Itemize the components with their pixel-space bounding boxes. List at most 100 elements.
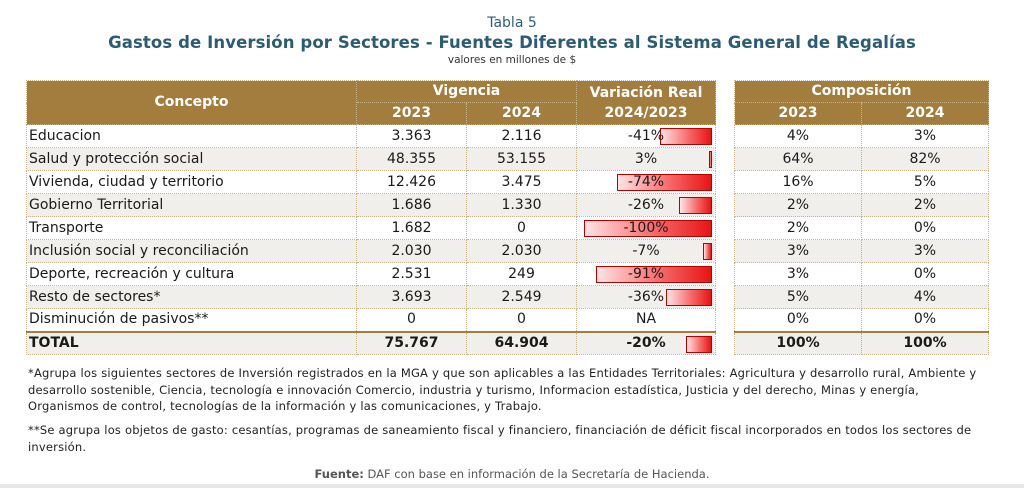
row-value-2024: 3.475: [465, 170, 578, 194]
variation-bar: [686, 335, 713, 353]
row-concepto: Educacion: [26, 124, 357, 148]
table-row: Inclusión social y reconciliación 2.030 2.…: [26, 239, 717, 263]
row-comp-2024: 3%: [861, 239, 989, 263]
table-title: Gastos de Inversión por Sectores - Fuent…: [108, 33, 916, 52]
row-variacion-text: -100%: [623, 219, 669, 236]
row-variacion-text: -36%: [627, 288, 665, 305]
investment-table-body: Educacion 3.363 2.116 -41% Salud y protecció…: [26, 124, 717, 355]
row-comp-2024: 0%: [861, 216, 989, 240]
row-variacion-text: -26%: [627, 196, 665, 213]
row-concepto: TOTAL: [26, 330, 357, 355]
header-vigencia: Vigencia: [355, 80, 578, 103]
table-units: valores en millones de $: [447, 54, 577, 66]
row-variacion-text: -74%: [627, 173, 665, 190]
composition-row: 16% 5%: [734, 170, 989, 194]
row-value-2023: 1.686: [356, 193, 467, 217]
source-line: Fuente: DAF con base en información de l…: [0, 467, 1024, 481]
row-concepto: Deporte, recreación y cultura: [26, 262, 357, 286]
row-comp-2023: 3%: [734, 262, 862, 286]
table-caption: Tabla 5 Gastos de Inversión por Sectores…: [0, 14, 1024, 67]
row-concepto: Gobierno Territorial: [26, 193, 357, 217]
row-concepto: Inclusión social y reconciliación: [26, 239, 357, 263]
row-value-2024: 2.116: [465, 124, 578, 148]
composition-row: 2% 2%: [734, 193, 989, 217]
row-variacion: -41%: [576, 124, 717, 148]
table-row: Deporte, recreación y cultura 2.531 249 -91…: [26, 262, 717, 286]
row-comp-2023: 3%: [734, 239, 862, 263]
row-value-2024: 2.030: [465, 239, 578, 263]
row-comp-2023: 2%: [734, 193, 862, 217]
composition-table: Composición 2023 2024 4% 3% 64% 82% 16% 5% 2% 2…: [734, 80, 989, 355]
row-comp-2024: 0%: [861, 262, 989, 286]
row-concepto: Vivienda, ciudad y territorio: [26, 170, 357, 194]
header-composicion: Composición: [734, 80, 989, 103]
row-variacion-text: 3%: [634, 150, 658, 167]
source-label: Fuente:: [314, 467, 364, 481]
row-comp-2024: 3%: [861, 124, 989, 148]
composition-row: 5% 4%: [734, 285, 989, 309]
table-row: Gobierno Territorial 1.686 1.330 -26%: [26, 193, 717, 217]
row-comp-2024: 2%: [861, 193, 989, 217]
row-value-2024: 2.549: [465, 285, 578, 309]
row-concepto: Transporte: [26, 216, 357, 240]
variation-bar: [709, 151, 713, 168]
composition-total-row: 100% 100%: [734, 330, 989, 355]
row-comp-2024: 5%: [861, 170, 989, 194]
row-comp-2024: 0%: [861, 308, 989, 332]
row-value-2024: 64.904: [465, 330, 578, 355]
table-row: Resto de sectores* 3.693 2.549 -36%: [26, 285, 717, 309]
footnote-sectors: *Agrupa los siguientes sectores de Inver…: [28, 366, 977, 413]
row-concepto: Resto de sectores*: [26, 285, 357, 309]
row-value-2024: 53.155: [465, 147, 578, 171]
composition-row: 3% 3%: [734, 239, 989, 263]
row-comp-2023: 2%: [734, 216, 862, 240]
row-variacion: -36%: [576, 285, 717, 309]
row-value-2023: 0: [356, 308, 467, 332]
row-variacion: -20%: [576, 330, 717, 355]
table-row: Vivienda, ciudad y territorio 12.426 3.475…: [26, 170, 717, 194]
header-comp-2024: 2024: [861, 102, 989, 125]
row-variacion: -91%: [576, 262, 717, 286]
row-comp-2023: 16%: [734, 170, 862, 194]
row-variacion: -74%: [576, 170, 717, 194]
composition-row: 64% 82%: [734, 147, 989, 171]
investment-table: Concepto Vigencia Variación Real 2024/20…: [26, 80, 717, 355]
row-variacion-text: -91%: [627, 265, 665, 282]
composition-row: 2% 0%: [734, 216, 989, 240]
table-row: Salud y protección social 48.355 53.155 3%: [26, 147, 717, 171]
row-variacion: -26%: [576, 193, 717, 217]
row-comp-2023: 100%: [734, 330, 862, 355]
header-concepto: Concepto: [26, 80, 357, 125]
bottom-divider: [0, 484, 1024, 488]
row-variacion: -7%: [576, 239, 717, 263]
row-comp-2023: 4%: [734, 124, 862, 148]
row-comp-2024: 82%: [861, 147, 989, 171]
row-value-2023: 1.682: [356, 216, 467, 240]
row-variacion-text: -7%: [632, 242, 660, 259]
row-variacion-text: -41%: [627, 127, 665, 144]
header-comp-2023: 2023: [734, 102, 862, 125]
row-variacion-text: -20%: [626, 334, 666, 351]
header-2024: 2024: [465, 102, 578, 125]
row-comp-2023: 0%: [734, 308, 862, 332]
variation-bar: [665, 289, 713, 306]
table-row: Disminución de pasivos** 0 0 NA: [26, 308, 717, 332]
row-value-2023: 2.030: [356, 239, 467, 263]
row-value-2023: 3.693: [356, 285, 467, 309]
row-concepto: Salud y protección social: [26, 147, 357, 171]
header-variacion-line2: 2024/2023: [604, 104, 688, 121]
row-comp-2024: 100%: [861, 330, 989, 355]
variation-bar: [703, 243, 713, 260]
row-value-2023: 12.426: [356, 170, 467, 194]
header-2023: 2023: [356, 102, 467, 125]
row-comp-2023: 64%: [734, 147, 862, 171]
row-concepto: Disminución de pasivos**: [26, 308, 357, 332]
source-text: DAF con base en información de la Secret…: [363, 467, 710, 481]
table-number: Tabla 5: [487, 15, 537, 31]
row-value-2023: 3.363: [356, 124, 467, 148]
table-row: Transporte 1.682 0 -100%: [26, 216, 717, 240]
row-value-2023: 2.531: [356, 262, 467, 286]
row-comp-2023: 5%: [734, 285, 862, 309]
row-variacion: NA: [576, 308, 717, 332]
row-value-2024: 0: [465, 216, 578, 240]
